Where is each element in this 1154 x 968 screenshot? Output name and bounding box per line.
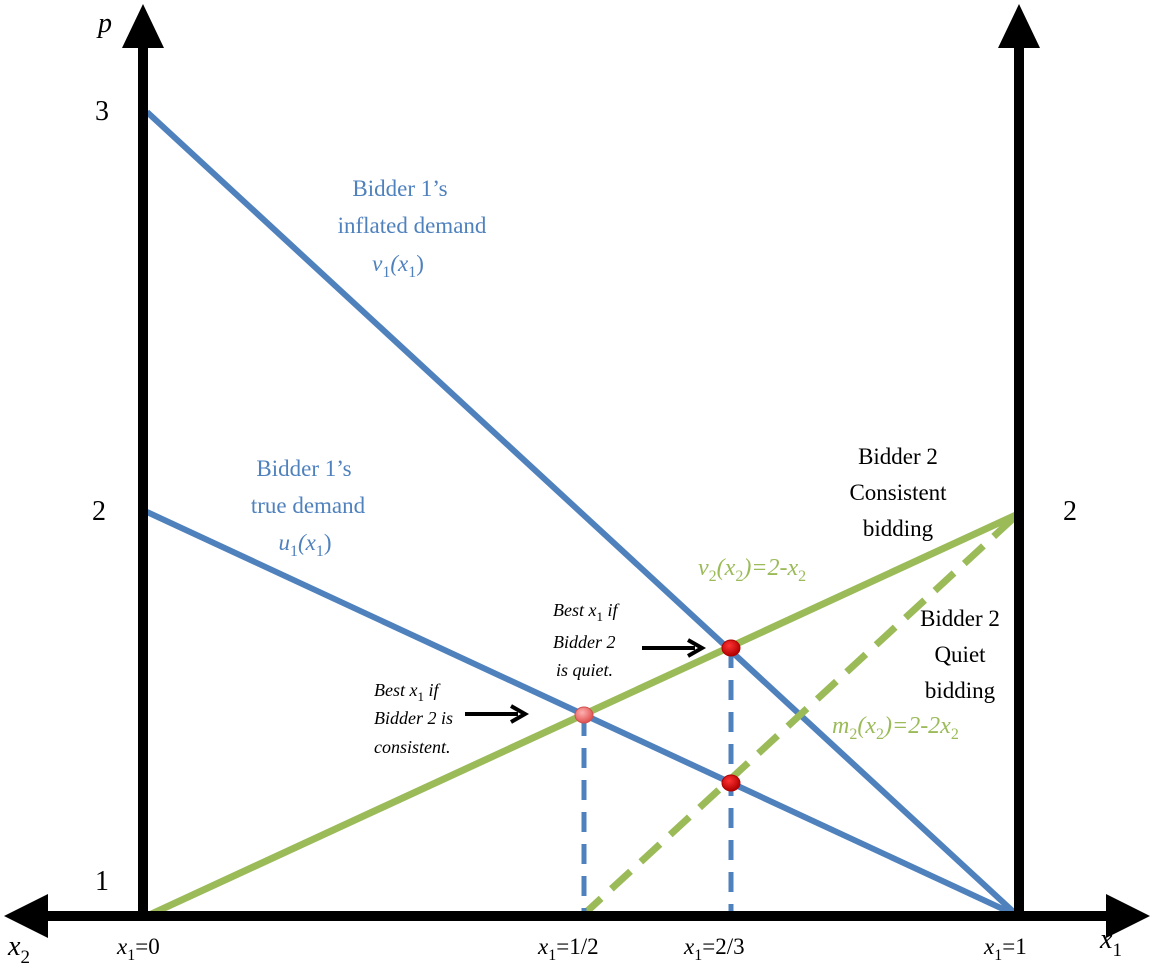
tick-2-left: 2 xyxy=(92,496,106,527)
consistent-bidding-label: Bidder 2 Consistent bidding xyxy=(849,444,947,541)
svg-text:Best x1 if: Best x1 if xyxy=(553,600,620,624)
quiet-bid-line xyxy=(579,511,1021,919)
v2-formula: v2(x2)=2-x2 xyxy=(698,555,806,585)
svg-text:u1(x1): u1(x1) xyxy=(278,530,331,560)
point-best-quiet xyxy=(721,639,741,657)
svg-text:inflated demand: inflated demand xyxy=(338,213,487,238)
left-axis-arrowhead xyxy=(122,4,164,48)
tick-3: 3 xyxy=(95,96,109,127)
svg-text:consistent.: consistent. xyxy=(374,737,451,757)
svg-text:bidding: bidding xyxy=(863,516,934,541)
tick-x1-half: x1=1/2 xyxy=(537,934,599,964)
svg-text:Bidder 2: Bidder 2 xyxy=(858,444,938,469)
svg-text:Best x1 if: Best x1 if xyxy=(374,680,441,704)
x2-axis-label: x2 xyxy=(7,931,30,968)
tick-2-right: 2 xyxy=(1063,496,1077,527)
point-best-consistent xyxy=(574,706,594,724)
svg-text:v1(x1): v1(x1) xyxy=(372,251,424,281)
true-demand-label: Bidder 1’s true demand u1(x1) xyxy=(251,456,366,560)
right-axis-arrowhead xyxy=(998,4,1040,48)
tick-x1-two-thirds: x1=2/3 xyxy=(683,934,745,964)
p-axis-label: p xyxy=(96,8,112,39)
m2-formula: m2(x2)=2-2x2 xyxy=(832,713,959,743)
svg-text:Bidder 2: Bidder 2 xyxy=(920,606,1000,631)
arrow-consistent xyxy=(465,704,530,724)
svg-text:true demand: true demand xyxy=(251,493,366,518)
right-arrowhead xyxy=(1106,894,1150,938)
x1-axis-label: x1 xyxy=(1099,924,1122,961)
inflated-demand-line xyxy=(144,109,1021,919)
inflated-demand-label: Bidder 1’s inflated demand v1(x1) xyxy=(338,176,487,281)
tick-1: 1 xyxy=(95,866,109,897)
svg-text:Bidder 2 is: Bidder 2 is xyxy=(374,708,453,728)
svg-text:Bidder 1’s: Bidder 1’s xyxy=(256,456,351,481)
arrow-quiet xyxy=(642,638,707,658)
tick-x1-0: x1=0 xyxy=(116,934,160,964)
svg-text:bidding: bidding xyxy=(925,678,996,703)
best-quiet-annotation: Best x1 if Bidder 2 is quiet. xyxy=(553,600,620,680)
best-consistent-annotation: Best x1 if Bidder 2 is consistent. xyxy=(374,680,453,757)
svg-text:Consistent: Consistent xyxy=(849,480,947,505)
point-quiet-intersection xyxy=(721,774,741,792)
svg-text:Bidder 2: Bidder 2 xyxy=(553,632,616,652)
svg-text:Bidder 1’s: Bidder 1’s xyxy=(352,176,447,201)
quiet-bidding-label: Bidder 2 Quiet bidding xyxy=(920,606,1000,703)
svg-text:is quiet.: is quiet. xyxy=(556,660,613,680)
left-arrowhead xyxy=(4,894,48,938)
svg-text:Quiet: Quiet xyxy=(934,642,986,667)
tick-x1-1: x1=1 xyxy=(983,934,1027,964)
